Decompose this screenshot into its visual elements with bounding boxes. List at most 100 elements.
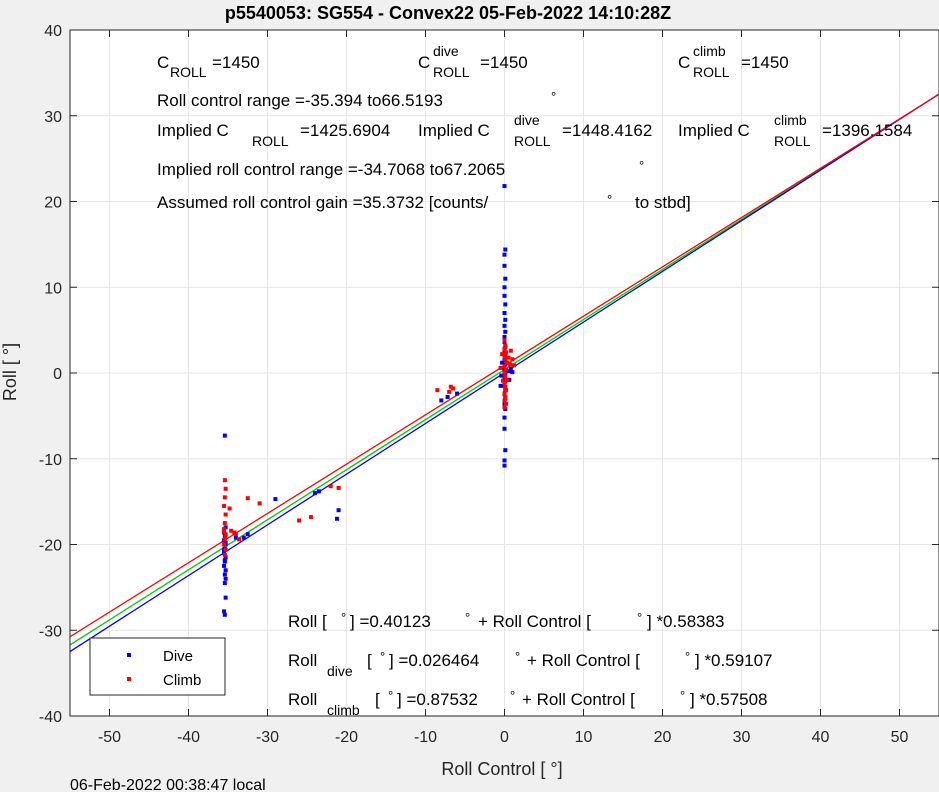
c-roll-base: C (157, 53, 169, 72)
implied-dive-prefix: Implied C (418, 121, 490, 140)
fit-climb-deg1: ° (388, 688, 393, 703)
fit-dive-deg2: ° (515, 649, 520, 664)
y-tick-label: 20 (44, 195, 62, 212)
y-tick-label: -10 (39, 452, 62, 469)
point-dive (312, 491, 317, 496)
point-climb (503, 374, 508, 379)
point-dive (223, 595, 228, 600)
point-dive (223, 555, 228, 560)
fit-dive-b: [ (367, 651, 372, 670)
point-dive (506, 369, 511, 374)
point-climb (435, 388, 440, 393)
point-dive (508, 366, 513, 371)
implied-climb-sub: ROLL (774, 133, 811, 149)
c-roll-climb-base: C (678, 53, 690, 72)
coefficient-annotations: C ROLL =1450 C dive ROLL =1450 C climb R… (157, 43, 912, 212)
point-climb (336, 485, 341, 490)
x-tick-label: -20 (335, 729, 358, 746)
point-dive (500, 360, 505, 365)
point-dive (223, 568, 228, 573)
implied-climb-value: =1396.1584 (822, 121, 912, 140)
point-climb (223, 533, 228, 538)
point-climb (447, 389, 452, 394)
c-roll-climb-value: =1450 (741, 53, 789, 72)
fit-dive-a: Roll (288, 651, 317, 670)
point-climb (502, 338, 507, 343)
x-tick-label: 50 (891, 729, 909, 746)
fit-dive-e: ] *0.59107 (695, 651, 773, 670)
x-tick-label: 10 (575, 729, 593, 746)
point-dive (222, 557, 227, 562)
point-dive (502, 285, 507, 290)
point-climb (222, 542, 227, 547)
c-roll-dive-value: =1450 (480, 53, 528, 72)
fit-climb-deg2: ° (510, 688, 515, 703)
axis-ticks: -50 -40 -30 -20 -10 0 10 20 30 40 50 -40 -30 -20 -10 0 1… (39, 23, 939, 746)
point-dive (510, 370, 515, 375)
point-climb (308, 515, 313, 520)
point-dive (316, 489, 321, 494)
x-tick-label: -30 (256, 729, 279, 746)
c-roll-sub: ROLL (170, 64, 207, 80)
point-dive (507, 377, 512, 382)
point-climb (222, 521, 227, 526)
y-tick-label: 40 (44, 23, 62, 40)
legend-climb-label: Climb (163, 672, 201, 689)
point-dive (241, 535, 246, 540)
x-tick-label: -50 (98, 729, 121, 746)
point-climb (500, 352, 505, 357)
implied-all-prefix: Implied C (157, 121, 229, 140)
y-tick-label: -30 (39, 623, 62, 640)
point-dive (222, 581, 227, 586)
x-tick-label: -40 (177, 729, 200, 746)
fit-all-c: + Roll Control [ (478, 612, 591, 631)
point-climb (506, 355, 511, 360)
point-dive (455, 391, 460, 396)
point-climb (223, 512, 228, 517)
fit-all-deg3: ° (637, 610, 642, 625)
point-dive (222, 612, 227, 617)
point-dive (439, 398, 444, 403)
point-climb (237, 537, 242, 542)
point-climb (222, 537, 227, 542)
point-climb (504, 388, 509, 393)
point-climb (511, 363, 516, 368)
point-climb (222, 529, 227, 534)
point-climb (504, 377, 509, 382)
point-dive (498, 383, 503, 388)
point-climb (502, 405, 507, 410)
c-roll-climb-sup: climb (693, 43, 726, 59)
point-dive (223, 576, 228, 581)
point-climb (233, 532, 238, 537)
fit-climb-d: + Roll Control [ (522, 690, 635, 709)
point-dive (503, 302, 508, 307)
point-climb (503, 357, 508, 362)
x-tick-label: 40 (812, 729, 830, 746)
point-climb (502, 398, 507, 403)
point-dive (503, 317, 508, 322)
fit-all-d: ] *0.58383 (647, 612, 725, 631)
point-climb (229, 528, 234, 533)
point-dive (502, 334, 507, 339)
c-roll-dive-base: C (418, 53, 430, 72)
y-axis-label: Roll [ °] (0, 343, 20, 401)
chart-title: p5540053: SG554 - Convex22 05-Feb-2022 1… (225, 3, 671, 23)
legend-dive-marker (127, 653, 131, 657)
point-climb (503, 343, 508, 348)
data-points (222, 184, 516, 617)
point-climb (508, 348, 513, 353)
c-roll-value: =1450 (212, 53, 260, 72)
point-climb (502, 391, 507, 396)
point-climb (503, 384, 508, 389)
fit-all-b: ] =0.40123 (350, 612, 431, 631)
point-dive (335, 516, 340, 521)
point-dive (445, 395, 450, 400)
point-climb (222, 503, 227, 508)
y-tick-label: 0 (53, 366, 62, 383)
point-dive (336, 508, 341, 513)
legend-climb-marker (127, 677, 131, 681)
fit-dive-sub: dive (327, 663, 353, 679)
fit-all-deg2: ° (465, 610, 470, 625)
point-dive (502, 458, 507, 463)
